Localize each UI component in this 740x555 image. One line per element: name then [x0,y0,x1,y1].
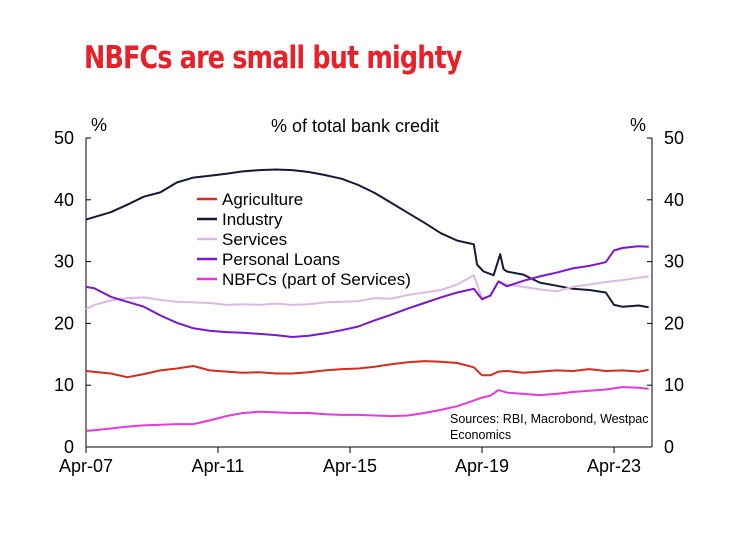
y-tick-label-right: 0 [664,437,674,457]
legend-label: Agriculture [222,190,303,209]
left-unit-label: % [91,115,107,135]
legend-label: NBFCs (part of Services) [222,270,411,289]
y-tick-label-right: 10 [664,375,684,395]
legend-label: Industry [222,210,283,229]
legend-label: Services [222,230,287,249]
series-line-services [85,274,649,311]
y-tick-label-right: 20 [664,313,684,333]
y-tick-label-left: 0 [64,437,74,457]
axes: 0 0 10 10 20 20 30 30 40 40 50 50 Apr-07 Apr-11 Apr-15… [54,128,684,476]
chart-subtitle: % of total bank credit [271,116,439,136]
series-line-nbfcs-part-of-services [85,386,649,432]
x-tick-label: Apr-07 [59,456,113,476]
y-tick-label-right: 40 [664,190,684,210]
y-tick-label-left: 50 [54,128,74,148]
y-tick-label-left: 10 [54,375,74,395]
series-line-agriculture [85,360,649,379]
x-tick-label: Apr-11 [192,456,245,476]
x-tick-label: Apr-15 [323,456,377,476]
series-line-personal-loans [85,245,649,338]
series-layer [85,168,649,432]
series-line-industry [85,168,649,309]
chart-title: NBFCs are small but mighty [84,40,462,76]
source-line-1: Sources: RBI, Macrobond, Westpac [450,412,648,426]
y-tick-label-right: 50 [664,128,684,148]
y-tick-label-left: 30 [54,252,74,272]
legend-label: Personal Loans [222,250,340,269]
x-tick-label: Apr-23 [587,456,641,476]
y-tick-label-right: 30 [664,252,684,272]
right-unit-label: % [630,115,646,135]
y-tick-label-left: 40 [54,190,74,210]
x-tick-label: Apr-19 [455,456,509,476]
source-line-2: Economics [450,428,511,442]
y-tick-label-left: 20 [54,313,74,333]
